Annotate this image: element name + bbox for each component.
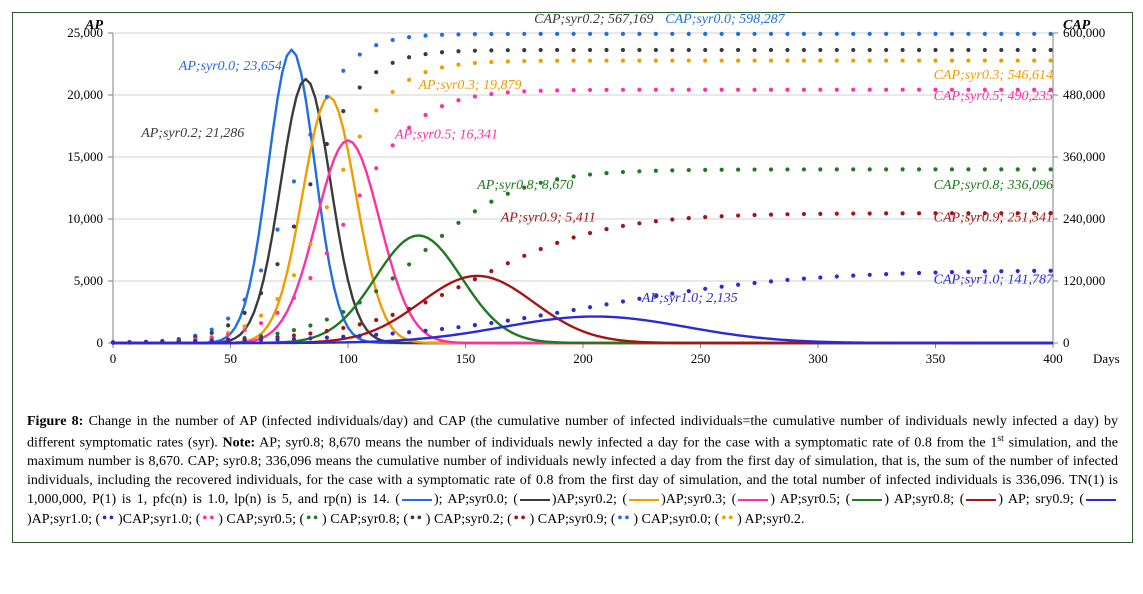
legend-label: AP;syr0.2.	[742, 512, 805, 527]
svg-text:CAP;syr0.0; 598,287: CAP;syr0.0; 598,287	[665, 13, 785, 27]
svg-text:CAP;syr0.3; 546,614: CAP;syr0.3; 546,614	[934, 68, 1053, 83]
figure-container: 05,00010,00015,00020,00025,0000120,00024…	[12, 12, 1133, 543]
svg-text:CAP;syr0.2; 567,169: CAP;syr0.2; 567,169	[534, 13, 653, 27]
legend-label: CAP;syr1.0;	[123, 512, 196, 527]
legend-line-swatch	[402, 496, 432, 504]
svg-text:AP;syr0.9; 5,411: AP;syr0.9; 5,411	[500, 210, 596, 225]
svg-text:0: 0	[110, 351, 117, 366]
svg-text:AP;syr1.0; 2,135: AP;syr1.0; 2,135	[641, 291, 738, 306]
legend-label: CAP;syr0.0;	[638, 512, 715, 527]
note-label: Note:	[223, 436, 256, 451]
legend-label: CAP;syr0.5;	[223, 512, 300, 527]
svg-text:360,000: 360,000	[1063, 149, 1105, 164]
legend-dot-swatch: ••	[304, 510, 322, 529]
svg-text:100: 100	[338, 351, 358, 366]
svg-text:CAP: CAP	[1063, 18, 1091, 33]
svg-text:120,000: 120,000	[1063, 273, 1105, 288]
svg-text:150: 150	[456, 351, 476, 366]
legend-label: AP; sry0.9;	[1003, 492, 1079, 507]
svg-text:0: 0	[97, 335, 104, 350]
legend-dot-swatch: ••	[100, 510, 118, 529]
svg-text:AP: AP	[84, 18, 103, 33]
legend-line-swatch	[629, 496, 659, 504]
svg-text:240,000: 240,000	[1063, 211, 1105, 226]
legend-dot-swatch: ••	[512, 510, 530, 529]
svg-text:400: 400	[1043, 351, 1063, 366]
svg-text:480,000: 480,000	[1063, 87, 1105, 102]
svg-text:0: 0	[1063, 335, 1070, 350]
legend-label: AP;syr0.3;	[666, 492, 732, 507]
legend-dot-swatch: ••	[719, 510, 737, 529]
legend-dot-swatch: ••	[200, 510, 218, 529]
svg-text:15,000: 15,000	[67, 149, 103, 164]
chart-svg: 05,00010,00015,00020,00025,0000120,00024…	[13, 13, 1132, 403]
legend-line-swatch	[520, 496, 550, 504]
svg-text:20,000: 20,000	[67, 87, 103, 102]
legend-label: ; AP;syr0.0;	[439, 492, 514, 507]
legend-label: CAP;syr0.9;	[534, 512, 611, 527]
svg-text:5,000: 5,000	[74, 273, 103, 288]
legend-line-swatch	[852, 496, 882, 504]
caption-body-2a: AP; syr0.8; 8,670 means the number of in…	[255, 436, 997, 451]
legend-label: AP;syr1.0;	[32, 512, 96, 527]
svg-text:CAP;syr0.5; 490,235: CAP;syr0.5; 490,235	[934, 89, 1053, 104]
legend-line-swatch	[1086, 496, 1116, 504]
svg-text:250: 250	[691, 351, 711, 366]
legend-label: AP;syr0.2;	[557, 492, 623, 507]
svg-text:AP;syr0.5; 16,341: AP;syr0.5; 16,341	[394, 127, 498, 142]
svg-text:CAP;syr0.9; 251,341: CAP;syr0.9; 251,341	[934, 210, 1053, 225]
svg-text:50: 50	[224, 351, 237, 366]
svg-text:AP;syr0.0; 23,654: AP;syr0.0; 23,654	[178, 59, 282, 74]
legend-dot-swatch: ••	[408, 510, 426, 529]
svg-text:CAP;syr1.0; 141,787: CAP;syr1.0; 141,787	[934, 272, 1054, 287]
svg-text:350: 350	[926, 351, 946, 366]
svg-text:10,000: 10,000	[67, 211, 103, 226]
legend-label: AP;syr0.8;	[889, 492, 960, 507]
figure-label: Figure 8:	[27, 414, 83, 429]
figure-caption: Figure 8: Change in the number of AP (in…	[13, 403, 1132, 542]
legend-label: CAP;syr0.2;	[430, 512, 507, 527]
legend-label: AP;syr0.5;	[775, 492, 846, 507]
svg-text:AP;syr0.3; 19,879: AP;syr0.3; 19,879	[418, 78, 522, 93]
chart-area: 05,00010,00015,00020,00025,0000120,00024…	[13, 13, 1132, 403]
svg-text:CAP;syr0.8; 336,096: CAP;syr0.8; 336,096	[934, 178, 1053, 193]
svg-text:200: 200	[573, 351, 593, 366]
svg-text:Days: Days	[1093, 351, 1120, 366]
legend-label: CAP;syr0.8;	[327, 512, 404, 527]
legend-line-swatch	[966, 496, 996, 504]
legend-line-swatch	[738, 496, 768, 504]
svg-text:AP;syr0.2; 21,286: AP;syr0.2; 21,286	[140, 126, 244, 141]
svg-text:AP;syr0.8; 8,670: AP;syr0.8; 8,670	[476, 178, 573, 193]
legend-dot-swatch: ••	[616, 510, 634, 529]
svg-text:300: 300	[808, 351, 828, 366]
